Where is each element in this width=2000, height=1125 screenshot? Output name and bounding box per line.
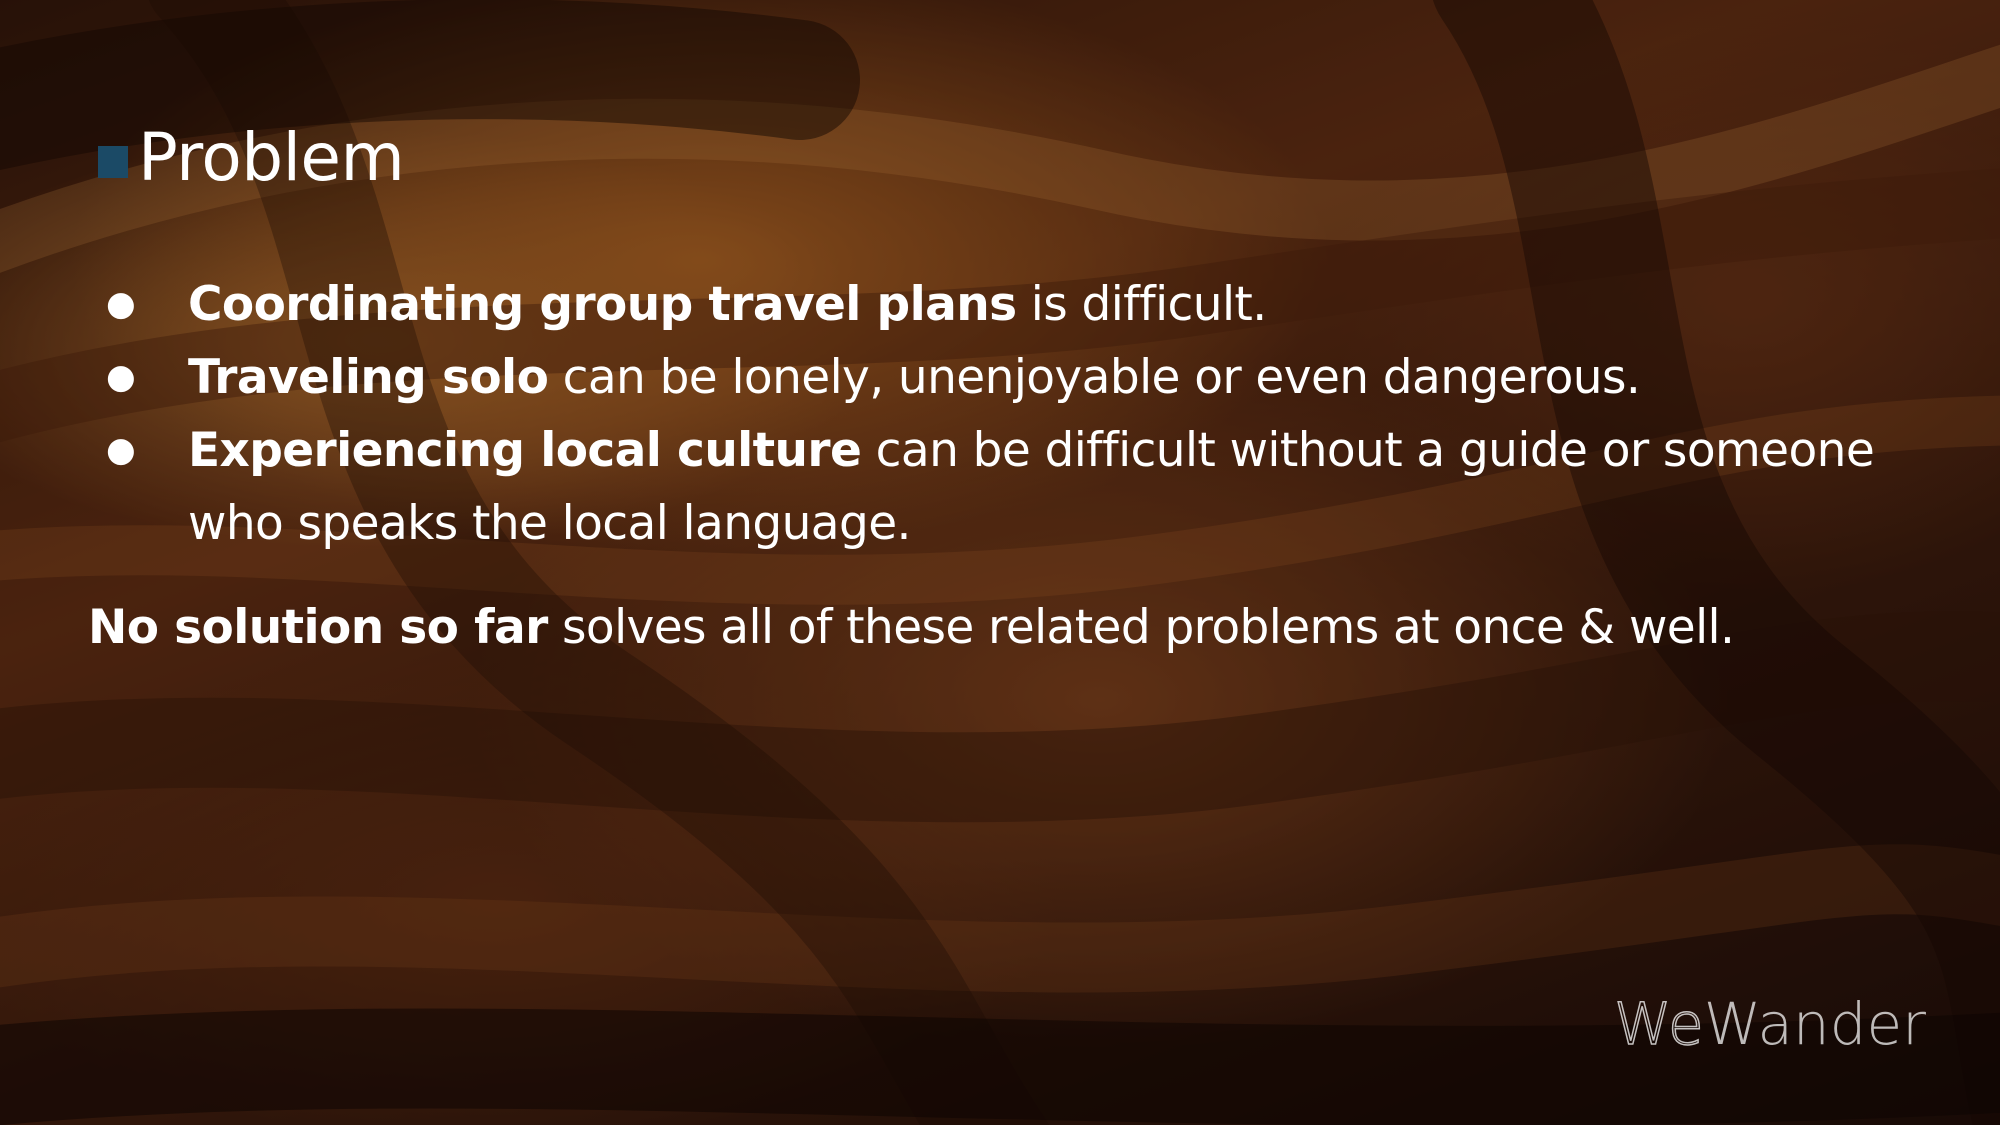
- bullet-item: ● Coordinating group travel plans is dif…: [106, 268, 1946, 341]
- wewander-logo: WeWander: [1613, 989, 1926, 1059]
- slide-title: Problem: [138, 119, 405, 196]
- bullet-item: ● Experiencing local culture can be diff…: [106, 414, 1946, 560]
- logo-we-text: We: [1613, 989, 1704, 1059]
- bullet-bold-text: Traveling solo: [188, 350, 549, 405]
- problem-bullet-list: ● Coordinating group travel plans is dif…: [106, 268, 1946, 560]
- title-square-marker: [98, 146, 128, 178]
- bullet-text: is difficult.: [1016, 277, 1267, 332]
- summary-text: solves all of these related problems at …: [547, 600, 1735, 655]
- summary-statement: No solution so far solves all of these r…: [88, 591, 1735, 664]
- title-row: Problem: [98, 118, 405, 198]
- bullet-dot-icon: ●: [106, 284, 136, 324]
- summary-bold-text: No solution so far: [88, 600, 548, 655]
- bullet-dot-icon: ●: [106, 357, 136, 397]
- bullet-dot-icon: ●: [106, 430, 136, 470]
- bullet-text: can be difficult without a guide or some…: [188, 423, 1875, 551]
- logo-wander-text: Wander: [1703, 990, 1926, 1058]
- bullet-item: ● Traveling solo can be lonely, unenjoya…: [106, 341, 1946, 414]
- bullet-bold-text: Coordinating group travel plans: [188, 277, 1017, 332]
- bullet-bold-text: Experiencing local culture: [188, 423, 862, 478]
- bullet-text: can be lonely, unenjoyable or even dange…: [548, 350, 1641, 405]
